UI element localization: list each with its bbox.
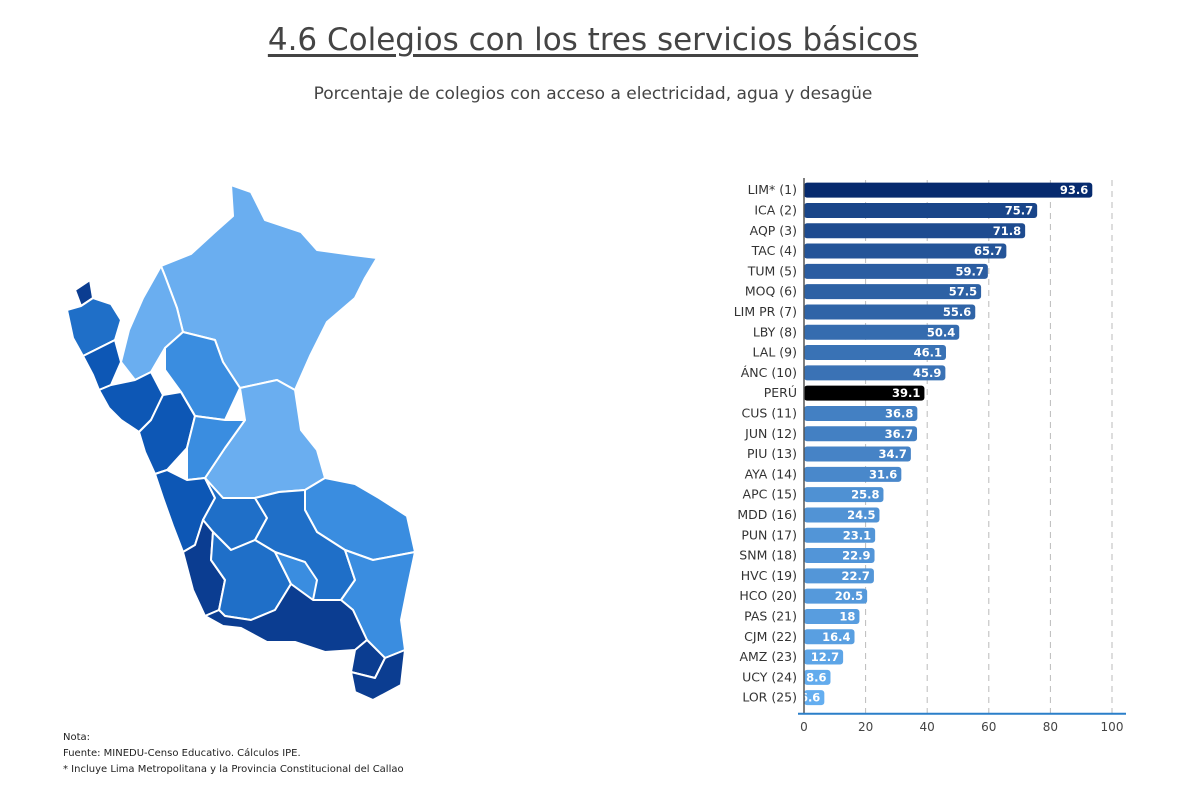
bar <box>804 507 880 523</box>
notes: Nota: Fuente: MINEDU-Censo Educativo. Cá… <box>63 730 404 778</box>
bar <box>804 385 925 401</box>
bar <box>804 608 860 624</box>
bar <box>804 649 844 665</box>
bar-value-label: 24.5 <box>847 508 875 522</box>
x-tick-label: 100 <box>1101 720 1124 734</box>
bar <box>804 669 831 685</box>
y-tick-label: TAC (4) <box>751 243 797 258</box>
y-tick-label: ICA (2) <box>754 202 797 217</box>
bar <box>804 426 918 442</box>
bar-value-label: 31.6 <box>869 467 897 481</box>
bar-value-label: 46.1 <box>914 346 942 360</box>
y-tick-label: LOR (25) <box>742 690 797 705</box>
y-tick-label: LIM* (1) <box>748 182 797 197</box>
bar-value-label: 36.8 <box>885 406 913 420</box>
map-region-arequipa <box>204 583 368 653</box>
bar-value-label: 25.8 <box>851 488 879 502</box>
bar-value-label: 75.7 <box>1005 203 1033 217</box>
bar <box>804 243 1007 259</box>
bar <box>804 548 875 564</box>
bar-value-label: 23.1 <box>843 528 871 542</box>
x-tick-label: 0 <box>800 720 808 734</box>
bar-value-label: 20.5 <box>835 589 863 603</box>
bar-value-label: 93.6 <box>1060 183 1088 197</box>
bar <box>804 446 911 462</box>
y-tick-label: PIU (13) <box>747 446 797 461</box>
y-tick-label: JUN (12) <box>744 426 797 441</box>
map-region-huanuco <box>180 391 246 481</box>
bar <box>804 304 976 320</box>
bar <box>804 202 1038 218</box>
bar <box>804 324 960 340</box>
y-tick-label: LIM PR (7) <box>734 304 797 319</box>
y-tick-label: AQP (3) <box>750 223 797 238</box>
bar <box>804 182 1093 198</box>
bar <box>804 223 1026 239</box>
y-tick-label: APC (15) <box>743 487 797 502</box>
bar <box>804 466 902 482</box>
bar <box>804 527 876 543</box>
bar-value-label: 55.6 <box>943 305 971 319</box>
bar-value-label: 36.7 <box>885 427 913 441</box>
source-note: Fuente: MINEDU-Censo Educativo. Cálculos… <box>63 748 301 759</box>
bar-value-label: 22.7 <box>842 569 870 583</box>
bar <box>804 405 918 421</box>
x-tick-label: 60 <box>981 720 996 734</box>
bar <box>804 629 855 645</box>
y-tick-label: HVC (19) <box>741 568 797 583</box>
y-tick-label: LAL (9) <box>753 345 797 360</box>
bar <box>804 690 825 706</box>
y-tick-label: AYA (14) <box>745 466 797 481</box>
bar-value-label: 45.9 <box>913 366 941 380</box>
y-tick-label: SNM (18) <box>739 548 797 563</box>
bar-value-label: 65.7 <box>974 244 1002 258</box>
y-tick-label: UCY (24) <box>742 669 797 684</box>
bar-value-label: 39.1 <box>892 386 920 400</box>
bar-value-label: 22.9 <box>842 549 870 563</box>
bar-value-label: 57.5 <box>949 285 977 299</box>
bar-value-label: 18 <box>839 609 855 623</box>
y-tick-label: CUS (11) <box>742 405 797 420</box>
chart-subtitle: Porcentaje de colegios con acceso a elec… <box>313 84 873 104</box>
y-tick-label: PERÚ <box>764 385 797 400</box>
map-region-tacna <box>350 649 406 701</box>
note-label: Nota: <box>63 732 91 743</box>
bar-value-label: 71.8 <box>993 224 1021 238</box>
chart-title: 4.6 Colegios con los tres servicios bási… <box>267 22 919 58</box>
y-tick-label: AMZ (23) <box>739 649 797 664</box>
bar <box>804 284 982 300</box>
map-region-piura <box>66 297 122 357</box>
bar-value-label: 16.4 <box>822 630 850 644</box>
y-tick-label: CJM (22) <box>744 629 797 644</box>
y-tick-label: ÁNC (10) <box>741 365 797 380</box>
peru-map <box>66 184 416 701</box>
chart-bars: 93.6 75.7 71.8 65.7 59.7 57.5 55.6 50.4 46.1 45.9… <box>800 182 1093 706</box>
bar <box>804 263 988 279</box>
bar-value-label: 12.7 <box>811 650 839 664</box>
bar-value-label: 8.6 <box>806 670 826 684</box>
chart-axes: 0 20 40 60 80 100 LIM* (1) ICA (2) AQP (3) TAC (4… <box>734 178 1126 734</box>
x-tick-label: 20 <box>858 720 873 734</box>
y-tick-label: MOQ (6) <box>745 284 797 299</box>
bar <box>804 487 884 503</box>
bar-chart: 93.6 75.7 71.8 65.7 59.7 57.5 55.6 50.4 46.1 45.9… <box>734 178 1126 734</box>
bar-value-label: 6.6 <box>800 691 820 705</box>
x-tick-label: 40 <box>920 720 935 734</box>
y-tick-label: TUM (5) <box>747 263 797 278</box>
bar-value-label: 59.7 <box>956 264 984 278</box>
y-tick-label: PUN (17) <box>741 527 797 542</box>
footnote: * Incluye Lima Metropolitana y la Provin… <box>63 764 404 775</box>
bar-value-label: 34.7 <box>879 447 907 461</box>
y-tick-label: MDD (16) <box>737 507 797 522</box>
bar <box>804 568 874 584</box>
y-tick-label: PAS (21) <box>744 608 797 623</box>
y-tick-label: LBY (8) <box>753 324 797 339</box>
bar <box>804 345 946 361</box>
bar <box>804 365 946 381</box>
bar <box>804 588 868 604</box>
x-tick-label: 80 <box>1043 720 1058 734</box>
y-tick-label: HCO (20) <box>739 588 797 603</box>
map-region-lambayeque <box>82 339 122 391</box>
bar-value-label: 50.4 <box>927 325 955 339</box>
